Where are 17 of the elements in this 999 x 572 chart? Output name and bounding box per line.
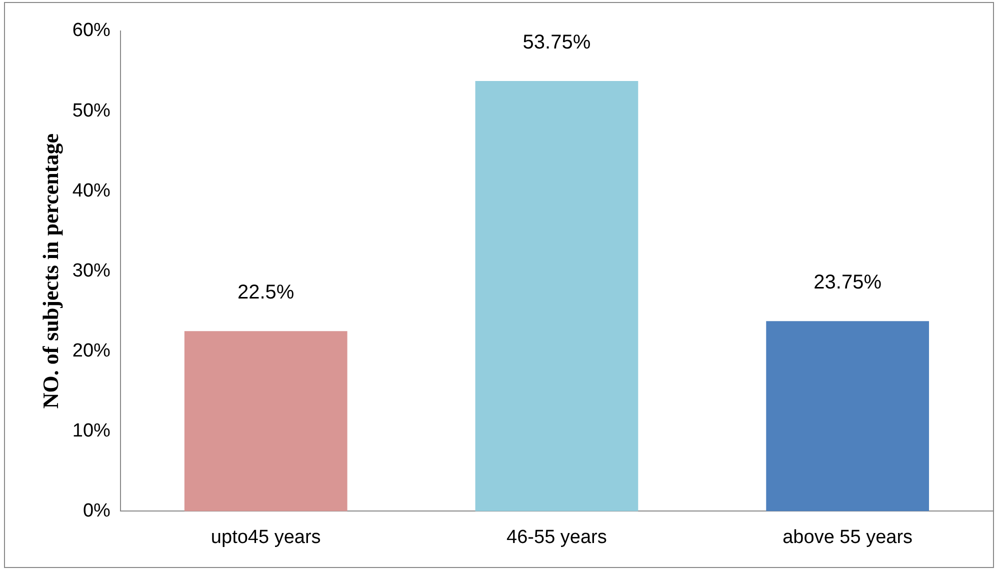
y-axis-title: NO. of subjects in percentage <box>38 133 63 409</box>
y-tick-label: 60% <box>72 20 111 42</box>
y-tick-label: 20% <box>72 340 111 362</box>
y-tick-label: 50% <box>72 100 111 122</box>
y-tick-label: 30% <box>72 260 111 282</box>
x-tick-label: upto45 years <box>210 526 321 548</box>
data-label: 23.75% <box>814 272 882 294</box>
x-tick-label: above 55 years <box>782 526 913 548</box>
y-tick-label: 40% <box>72 180 111 202</box>
y-tick-label: 0% <box>82 500 111 522</box>
data-label: 22.5% <box>237 282 294 304</box>
data-label: 53.75% <box>522 32 591 54</box>
x-tick-label: 46-55 years <box>506 526 607 548</box>
y-tick-label: 10% <box>72 420 111 442</box>
bar <box>475 81 638 512</box>
bar <box>766 321 930 512</box>
bar <box>184 331 348 512</box>
